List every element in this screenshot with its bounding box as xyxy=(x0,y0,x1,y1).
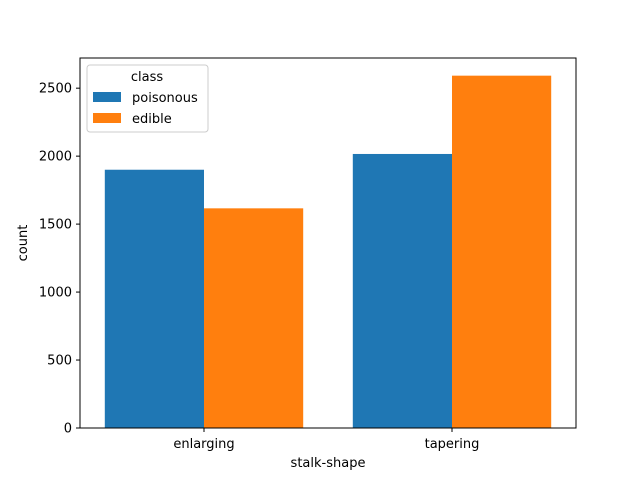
y-tick-label: 2500 xyxy=(39,82,72,97)
legend-title: class xyxy=(131,70,163,85)
y-tick-label: 2000 xyxy=(39,150,72,165)
y-axis-label: count xyxy=(16,225,31,262)
y-tick-label: 1500 xyxy=(39,218,72,233)
x-tick-label: enlarging xyxy=(173,437,234,452)
x-axis-label: stalk-shape xyxy=(291,456,366,471)
bar-poisonous-enlarging xyxy=(104,169,204,429)
legend-label-edible: edible xyxy=(132,112,172,127)
legend-swatch-poisonous xyxy=(93,92,121,102)
legend: class poisonous edible xyxy=(86,64,209,133)
y-tick-label: 500 xyxy=(47,354,72,369)
y-axis: 0 500 1000 1500 2000 2500 xyxy=(39,82,80,437)
bars xyxy=(104,75,552,429)
y-tick-label: 0 xyxy=(64,422,72,437)
bar-edible-enlarging xyxy=(204,208,304,428)
legend-label-poisonous: poisonous xyxy=(132,91,198,106)
x-tick-label: tapering xyxy=(425,437,480,452)
bar-edible-tapering xyxy=(452,75,552,428)
x-axis: enlarging tapering xyxy=(173,428,479,452)
bar-poisonous-tapering xyxy=(352,153,452,429)
y-tick-label: 1000 xyxy=(39,286,72,301)
plot-frame xyxy=(79,57,577,429)
legend-swatch-edible xyxy=(93,113,121,123)
